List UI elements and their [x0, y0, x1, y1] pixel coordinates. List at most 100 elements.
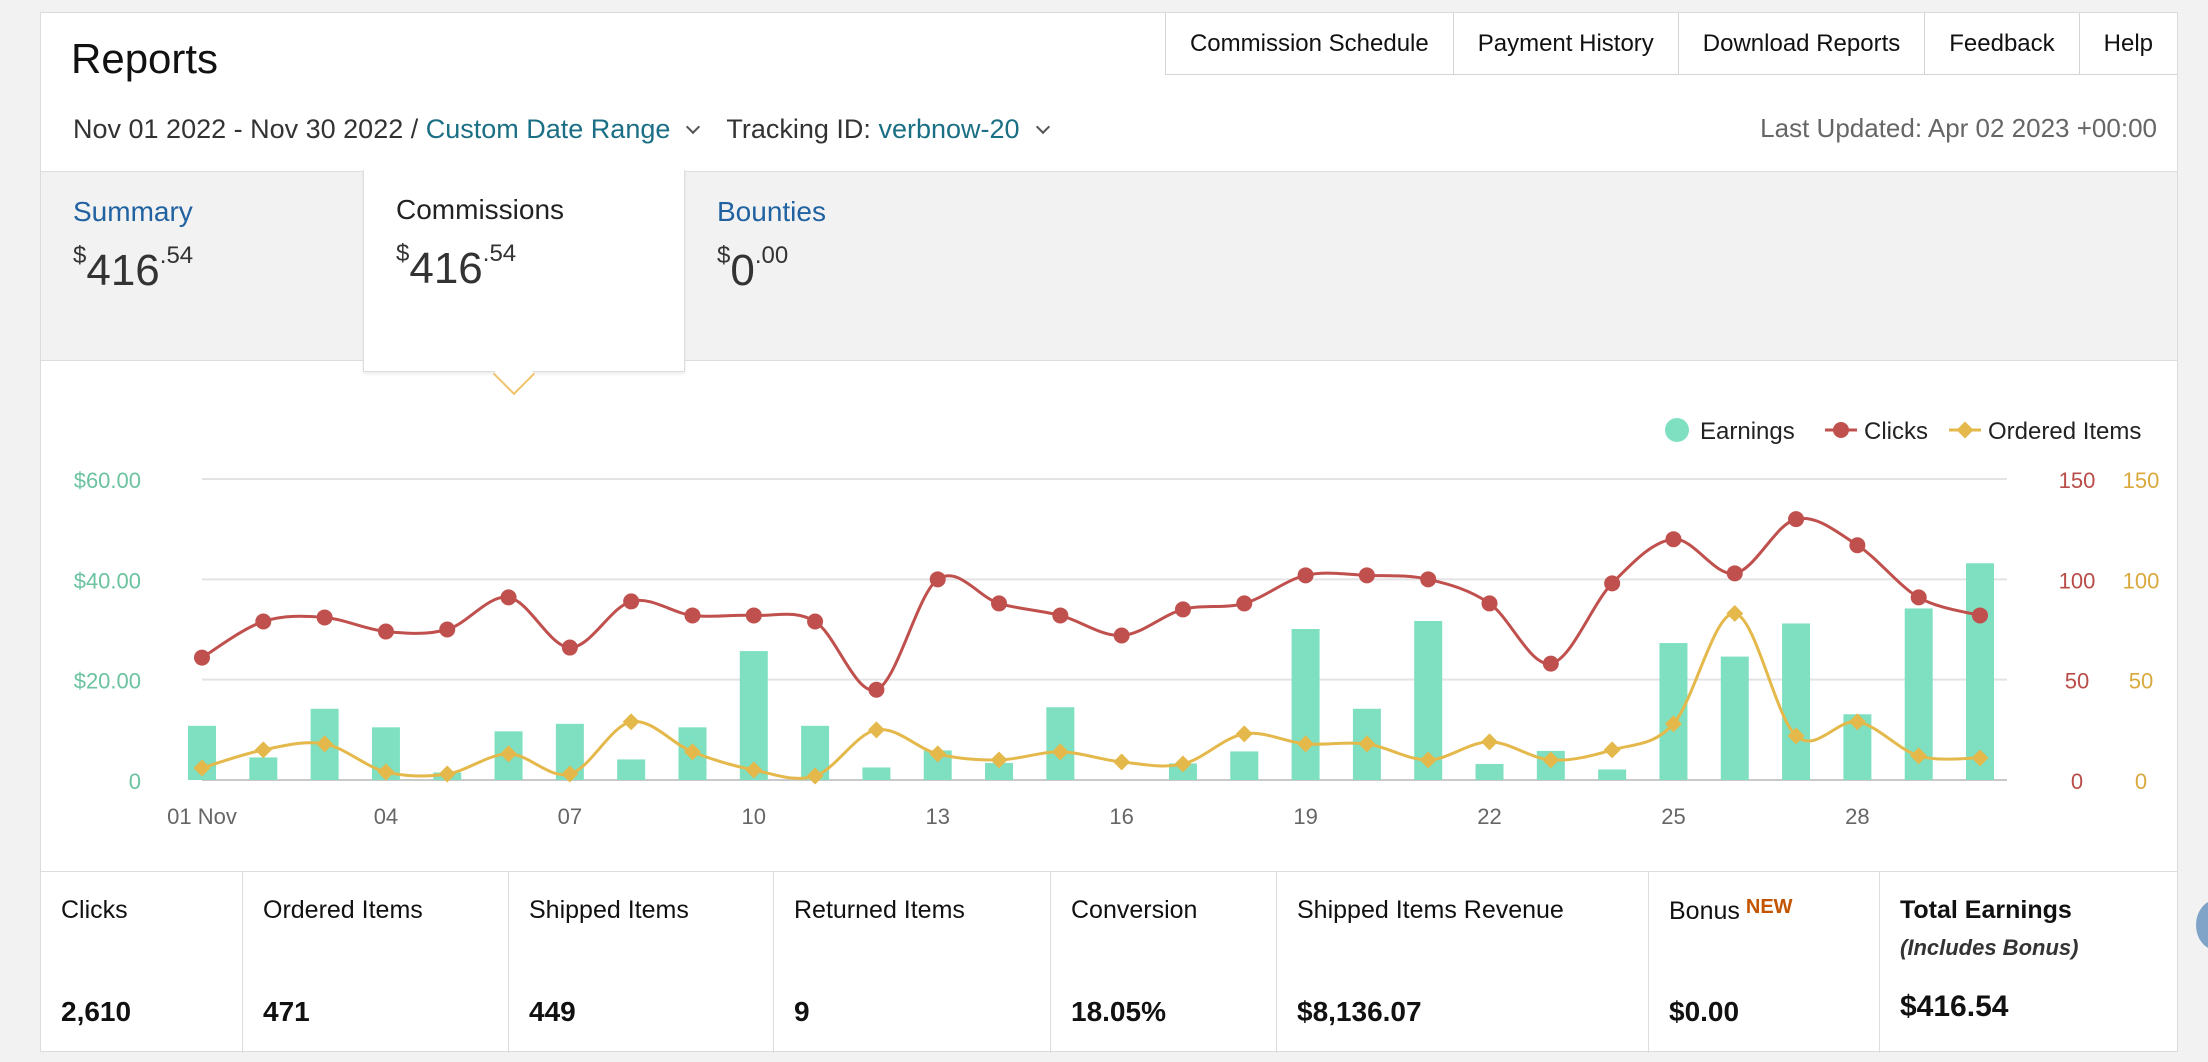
reports-panel: Reports Commission Schedule Payment Hist…	[40, 12, 2178, 1053]
feedback-link[interactable]: Feedback	[1925, 13, 2080, 74]
commission-schedule-link[interactable]: Commission Schedule	[1166, 13, 1454, 74]
report-tabs: Summary $416.54 Commissions $416.54 Boun…	[41, 170, 2177, 372]
x-tick-label: 13	[925, 804, 949, 829]
ordered-items-point	[929, 745, 947, 763]
y-left-tick-label: $20.00	[74, 669, 141, 694]
tab-amount: $0.00	[717, 242, 789, 295]
ordered-items-point	[990, 751, 1008, 769]
clicks-point	[377, 623, 394, 640]
clicks-point	[745, 607, 762, 624]
chevron-down-icon[interactable]	[686, 119, 701, 134]
top-links: Commission Schedule Payment History Down…	[1164, 13, 2177, 75]
earnings-bar	[862, 767, 891, 780]
clicks-point	[1542, 655, 1559, 672]
ordered-items-point	[254, 741, 272, 759]
ordered-items-point	[1481, 733, 1499, 751]
ordered-items-point	[193, 759, 211, 777]
help-bubble[interactable]	[2196, 900, 2208, 950]
clicks-point	[1665, 531, 1682, 548]
ordered-items-point	[316, 735, 334, 753]
metric-label: Ordered Items	[263, 896, 423, 924]
clicks-point	[684, 607, 701, 624]
metric-value: 18.05%	[1071, 996, 1166, 1027]
x-tick-label: 16	[1109, 804, 1133, 829]
metric-label: Shipped Items	[529, 896, 689, 924]
ordered-items-point	[622, 713, 640, 731]
tab-summary[interactable]: Summary $416.54	[41, 172, 363, 360]
metric-value: $8,136.07	[1297, 996, 1422, 1027]
y-left-tick-label: $40.00	[74, 568, 141, 593]
clicks-point	[868, 681, 885, 698]
legend-ordered-marker	[1956, 421, 1974, 439]
metric-value: 2,610	[61, 996, 132, 1027]
download-reports-link[interactable]: Download Reports	[1679, 13, 1926, 74]
date-range-text: Nov 01 2022 - Nov 30 2022 /	[73, 114, 419, 144]
ordered-items-point	[561, 765, 579, 783]
clicks-point	[439, 621, 456, 638]
x-tick-label: 19	[1293, 804, 1317, 829]
ordered-items-point	[1603, 741, 1621, 759]
ordered-items-point	[1787, 727, 1805, 745]
metric-bonus: Bonus NEW $0.00	[1649, 872, 1880, 1053]
help-link[interactable]: Help	[2103, 30, 2153, 57]
metric-label: Bonus NEW	[1669, 896, 1793, 925]
x-tick-label: 07	[558, 804, 582, 829]
chevron-down-icon[interactable]	[1035, 119, 1050, 134]
clicks-point	[1420, 571, 1437, 588]
legend-earnings-marker	[1665, 418, 1689, 442]
tracking-id-dropdown[interactable]: verbnow-20	[878, 114, 1020, 144]
ordered-items-point	[438, 765, 456, 783]
x-tick-label: 28	[1845, 804, 1869, 829]
earnings-bar	[1230, 751, 1259, 780]
metric-label: Clicks	[61, 896, 128, 924]
clicks-point	[255, 613, 272, 630]
x-tick-label: 22	[1477, 804, 1501, 829]
clicks-point	[1174, 601, 1191, 618]
clicks-point	[991, 595, 1008, 612]
tab-label: Commissions	[396, 194, 565, 225]
earnings-bar	[1782, 623, 1811, 780]
x-tick-label: 10	[742, 804, 766, 829]
legend-label: Clicks	[1864, 418, 1928, 445]
clicks-point	[500, 589, 517, 606]
earnings-bar	[985, 762, 1014, 780]
x-tick-label: 01 Nov	[167, 804, 237, 829]
clicks-point	[1052, 607, 1069, 624]
ordered-items-point	[1113, 753, 1131, 771]
new-badge: NEW	[1745, 896, 1793, 918]
page-title: Reports	[71, 35, 219, 82]
tab-amount: $416.54	[396, 240, 517, 293]
date-range-dropdown[interactable]: Custom Date Range	[425, 114, 671, 144]
tab-bounties[interactable]: Bounties $0.00	[685, 172, 1007, 360]
clicks-point	[1910, 589, 1927, 606]
x-tick-label: 04	[374, 804, 398, 829]
metric-value: 9	[794, 996, 810, 1027]
filter-bar: Nov 01 2022 - Nov 30 2022 / Custom Date …	[73, 114, 1054, 145]
tab-amount: $416.54	[73, 242, 194, 295]
ordered-items-point	[1726, 604, 1744, 622]
clicks-point	[929, 571, 946, 588]
payment-history-link[interactable]: Payment History	[1454, 13, 1679, 74]
last-updated: Last Updated: Apr 02 2023 +00:00	[1760, 113, 2157, 143]
y-right-ordered-tick-label: 0	[2135, 769, 2147, 794]
ordered-items-point	[1174, 755, 1192, 773]
tab-commissions[interactable]: Commissions $416.54	[363, 170, 685, 372]
y-right-clicks-tick-label: 0	[2071, 769, 2083, 794]
ordered-items-point	[1297, 735, 1315, 753]
clicks-point	[1604, 575, 1621, 592]
earnings-bar	[617, 759, 646, 780]
y-right-ordered-tick-label: 150	[2123, 468, 2160, 493]
clicks-point	[1788, 511, 1805, 528]
metric-value: $416.54	[1900, 990, 2009, 1023]
y-right-ordered-tick-label: 50	[2129, 669, 2153, 694]
earnings-bar	[1291, 628, 1320, 780]
clicks-point	[1113, 627, 1130, 644]
legend-label: Ordered Items	[1988, 418, 2141, 445]
clicks-point	[1726, 565, 1743, 582]
y-left-tick-label: 0	[129, 769, 141, 794]
ordered-items-point	[745, 761, 763, 779]
earnings-bar	[1966, 563, 1994, 780]
earnings-bar	[249, 757, 278, 780]
metric-ordered-items: Ordered Items 471	[243, 872, 509, 1053]
earnings-bar	[1598, 769, 1627, 780]
